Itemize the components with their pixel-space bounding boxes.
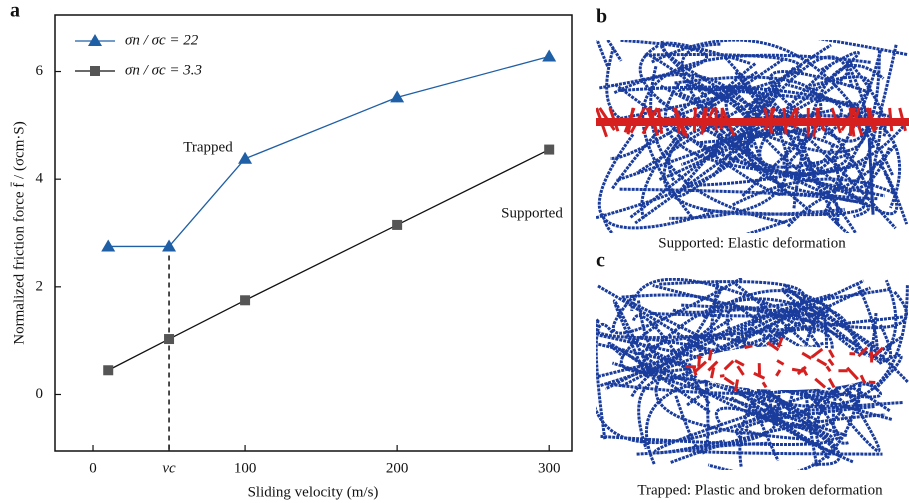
point xyxy=(240,295,250,305)
legend-label: σn / σc = 3.3 xyxy=(125,62,202,78)
series-line xyxy=(108,56,549,246)
simulation-image xyxy=(593,23,909,249)
point xyxy=(101,239,115,251)
series-line xyxy=(108,150,549,371)
page: a Sliding velocity (m/s) Normalized fric… xyxy=(0,0,909,503)
panel-label: b xyxy=(596,6,607,28)
point xyxy=(164,334,174,344)
fiber-red xyxy=(735,379,737,391)
fiber-red xyxy=(720,376,724,377)
plot-frame xyxy=(55,15,572,451)
y-tick-label: 0 xyxy=(36,386,44,402)
fiber-red xyxy=(685,366,696,367)
fiber-red xyxy=(699,355,700,367)
y-tick-label: 6 xyxy=(36,63,44,79)
legend-marker xyxy=(88,34,102,46)
fiber-red xyxy=(709,350,711,360)
point xyxy=(103,365,113,375)
panel-caption: Trapped: Plastic and broken deformation xyxy=(637,482,883,498)
panel-label: a xyxy=(10,0,20,22)
annotation: Trapped xyxy=(183,139,233,155)
fiber-band xyxy=(596,118,909,126)
x-tick-label: vc xyxy=(162,460,176,476)
y-axis-label: Normalized friction force f̄ / (σcm·S) xyxy=(11,121,28,344)
fiber-red xyxy=(745,346,753,348)
y-tick-label: 4 xyxy=(36,171,44,187)
x-tick-label: 100 xyxy=(234,460,257,476)
point xyxy=(392,220,402,230)
point xyxy=(544,145,554,155)
panel-caption: Supported: Elastic deformation xyxy=(658,235,846,251)
panel-label: c xyxy=(596,250,605,272)
x-tick-label: 200 xyxy=(386,460,409,476)
annotation: Supported xyxy=(501,205,563,221)
x-tick-label: 0 xyxy=(89,460,97,476)
simulation-image xyxy=(590,278,909,475)
legend-marker xyxy=(90,66,100,76)
x-tick-label: 300 xyxy=(538,460,561,476)
y-tick-label: 2 xyxy=(36,278,44,294)
point xyxy=(542,49,556,61)
x-axis-label: Sliding velocity (m/s) xyxy=(248,484,379,500)
point xyxy=(238,152,252,164)
figure: a Sliding velocity (m/s) Normalized fric… xyxy=(0,0,909,503)
legend-label: σn / σc = 22 xyxy=(125,32,199,48)
